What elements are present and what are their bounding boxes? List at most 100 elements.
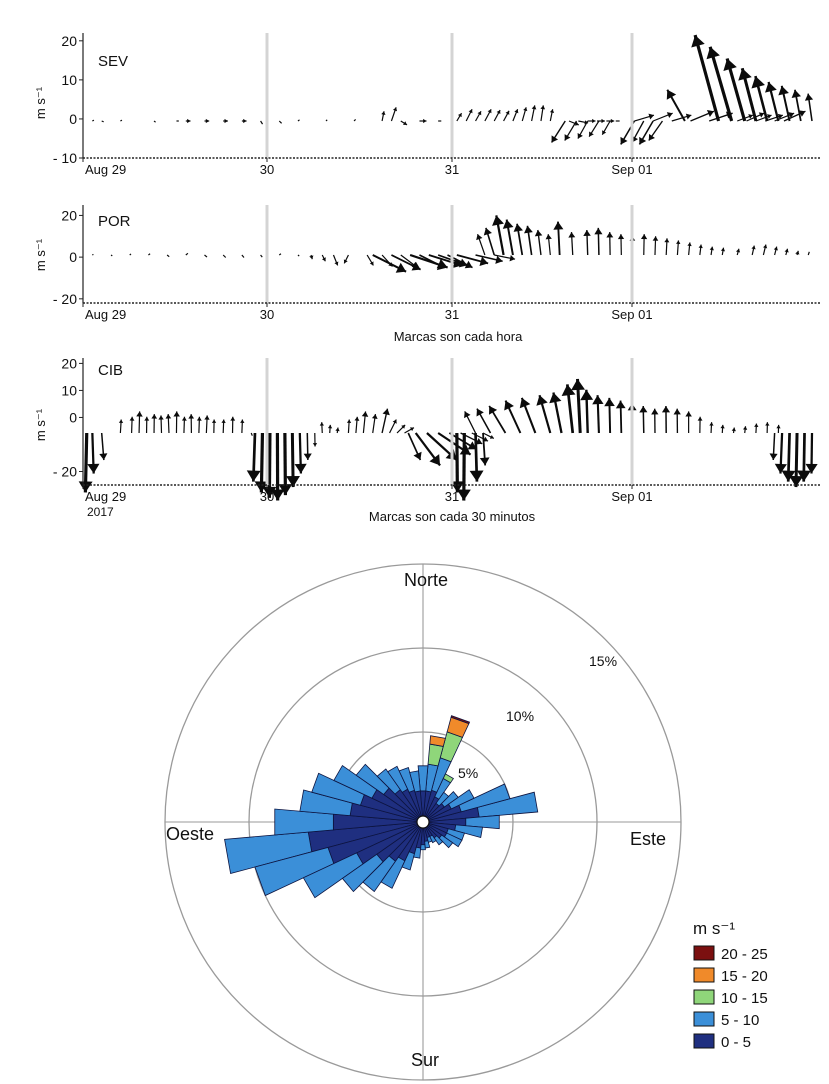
cib-vector-head	[580, 389, 594, 401]
legend-label: 10 - 15	[721, 990, 768, 1007]
cib-vector-head	[361, 411, 369, 417]
sev-vector-head	[788, 112, 795, 118]
por-station-label: POR	[98, 213, 131, 230]
sev-vector	[297, 119, 300, 122]
rose-sector	[311, 772, 365, 806]
cib-vector-head	[731, 427, 736, 432]
cib-y-tick-label: 20	[61, 355, 77, 371]
cib-vector-head	[561, 384, 576, 397]
cib-vector-head	[335, 427, 340, 432]
sev-vector-head	[577, 132, 583, 139]
cib-vector-head	[479, 457, 490, 466]
rose-sector	[458, 783, 511, 813]
por-vector-head	[709, 246, 714, 251]
cib-vector-head	[181, 416, 187, 421]
cib-station-label: CIB	[98, 362, 123, 379]
sev-vector	[325, 119, 328, 122]
sev-vector-head	[778, 85, 789, 96]
cib-vector-head	[129, 416, 135, 421]
cib-vector-head	[294, 463, 307, 474]
sev-vector	[260, 120, 264, 125]
cib-vector-head	[754, 423, 759, 428]
cib-vector-panel: - 20 0 10 20 Aug 29 30 31 Sep 01 CIB m s⁻¹ 201…	[33, 355, 820, 524]
por-vector-head	[545, 234, 552, 240]
rose-sector	[450, 715, 471, 725]
por-x-ticks: Aug 29 30 31 Sep 01	[82, 303, 653, 322]
rose-sector	[448, 789, 475, 810]
sev-vector-head	[685, 113, 692, 120]
rose-sector	[429, 834, 437, 844]
sev-x-tick-label: 31	[445, 162, 459, 177]
sev-vector-head	[187, 118, 191, 124]
rose-sector	[435, 791, 450, 807]
sev-x-tick-label: Sep 01	[611, 162, 652, 177]
sev-vector-head	[540, 105, 546, 110]
sev-vector-head	[392, 107, 398, 112]
cib-vector-head	[278, 484, 293, 496]
cib-y-tick-label: 10	[61, 382, 77, 398]
legend-swatch	[693, 1011, 715, 1027]
cib-vector-head	[536, 395, 548, 406]
ring-label-10: 10%	[506, 708, 534, 724]
cib-vector-head	[796, 470, 811, 482]
rose-sector	[426, 836, 433, 843]
cib-vector-head	[409, 427, 414, 432]
cib-vector-head	[371, 414, 378, 419]
legend-swatch	[693, 945, 715, 961]
rose-sector	[302, 852, 364, 899]
sev-y-tick-label: - 10	[53, 150, 77, 166]
por-vector-head	[534, 229, 543, 237]
por-y-tick-label: 0	[69, 249, 77, 265]
sev-vector-panel: - 10 0 10 20 Aug 29 30 31 Sep 01 SEV m s⁻¹	[33, 33, 820, 177]
sev-vector-head	[602, 130, 607, 135]
rose-sector	[413, 846, 422, 859]
sev-y-tick-label: 20	[61, 33, 77, 49]
cib-vector-head	[262, 486, 277, 498]
legend-swatch	[693, 989, 715, 1005]
cib-vector-head	[151, 414, 158, 419]
rose-sector	[274, 808, 334, 836]
sev-vector-head	[505, 110, 510, 115]
cib-vector-head	[571, 378, 586, 391]
sev-vector	[278, 120, 283, 124]
sev-vector-head	[551, 135, 559, 143]
sev-vector-head	[496, 110, 501, 115]
cib-vector-head	[776, 424, 781, 429]
por-vector-head	[553, 221, 564, 230]
cib-vector-head	[639, 405, 648, 413]
por-y-ticks: - 20 0 20	[53, 207, 83, 307]
cib-x-ticks: Aug 29 30 31 Sep 01	[82, 485, 653, 504]
rose-sector	[433, 835, 444, 846]
cib-vector-head	[327, 424, 333, 429]
por-vector-head	[664, 238, 670, 243]
cib-vector-head	[781, 470, 796, 482]
cib-vector-head	[685, 411, 692, 417]
cib-vector-head	[286, 475, 300, 488]
rose-sector	[443, 832, 463, 848]
por-vector-head	[436, 258, 448, 271]
rose-sector	[299, 789, 353, 817]
cib-vector-head	[504, 400, 514, 411]
cib-vector-head	[592, 395, 604, 405]
por-vector-head	[568, 232, 576, 238]
cib-vector-head	[246, 470, 261, 482]
cib-y-tick-label: 0	[69, 409, 77, 425]
por-vector-head	[763, 244, 768, 249]
sev-vector-head	[592, 118, 596, 124]
por-vector-head	[411, 261, 421, 271]
por-ylabel: m s⁻¹	[33, 238, 48, 271]
sev-vector-head	[205, 118, 210, 124]
por-x-tick-label: 30	[260, 307, 274, 322]
cib-x-tick-label: Aug 29	[85, 489, 126, 504]
legend-label: 0 - 5	[721, 1034, 751, 1051]
cib-vector	[462, 432, 466, 501]
sev-vector-head	[531, 105, 537, 110]
cib-vector-head	[188, 414, 195, 419]
por-vector	[148, 253, 151, 256]
dir-south-label: Sur	[411, 1050, 439, 1070]
sev-vector-head	[765, 81, 777, 93]
sev-vector-head	[777, 113, 783, 120]
por-vector	[185, 252, 189, 256]
cib-vector	[250, 432, 253, 436]
